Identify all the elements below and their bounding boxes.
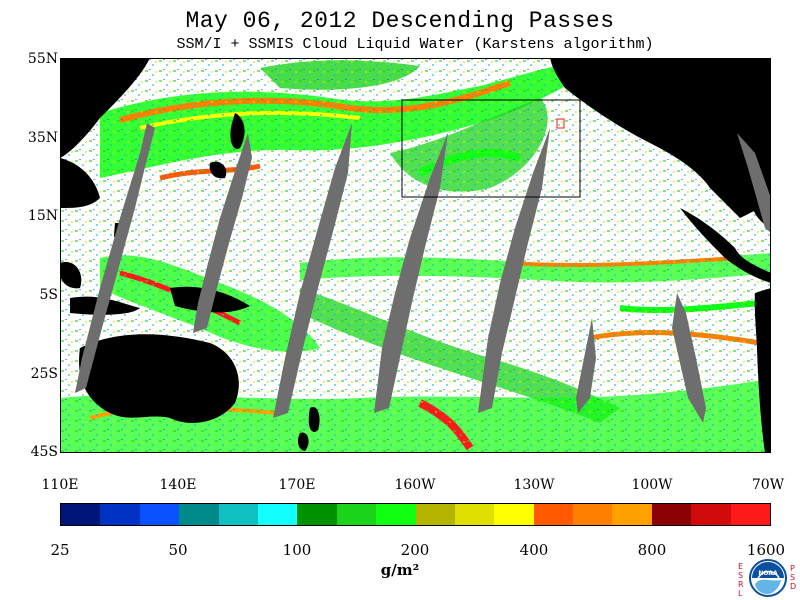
- colorbar-swatch: [651, 504, 692, 525]
- map-title: May 06, 2012 Descending Passes: [185, 8, 615, 34]
- colorbar-swatch: [454, 504, 495, 525]
- lon-label-110e: 110E: [41, 477, 79, 493]
- noaa-emblem-icon: NOAA: [749, 559, 787, 597]
- colorbar-label-100: 100: [282, 541, 312, 559]
- map-subtitle: SSM/I + SSMIS Cloud Liquid Water (Karste…: [176, 36, 654, 53]
- map-frame: [60, 58, 771, 453]
- lon-label-130w: 130W: [513, 477, 555, 493]
- lat-label-35n: 35N: [27, 130, 58, 146]
- colorbar-swatch: [336, 504, 377, 525]
- noaa-esrl-psd-logo: E S R L NOAA P S D: [735, 556, 799, 600]
- color-scale-bar: [60, 503, 771, 526]
- region-box: [401, 99, 581, 198]
- lon-label-100w: 100W: [631, 477, 673, 493]
- colorbar-swatch: [376, 504, 416, 525]
- colorbar-units: g/m²: [380, 561, 420, 579]
- lon-label-160w: 160W: [394, 477, 436, 493]
- lat-label-55n: 55N: [27, 51, 58, 67]
- lat-label-25s: 25S: [30, 366, 58, 382]
- colorbar-swatch: [100, 504, 140, 525]
- colorbar-swatch: [415, 504, 455, 525]
- colorbar-swatch: [297, 504, 337, 525]
- colorbar-swatch: [179, 504, 219, 525]
- colorbar-label-200: 200: [400, 541, 430, 559]
- lat-label-45s: 45S: [30, 444, 58, 460]
- colorbar-swatch: [61, 504, 101, 525]
- colorbar-label-800: 800: [637, 541, 667, 559]
- colorbar-label-1600: 1600: [746, 541, 786, 559]
- colorbar-swatch: [494, 504, 534, 525]
- small-region-box: [556, 118, 565, 129]
- svg-text:NOAA: NOAA: [758, 570, 778, 577]
- data-gaps: [75, 123, 771, 423]
- cloud-water-map: [60, 58, 771, 453]
- colorbar-swatch: [218, 504, 258, 525]
- logo-left-letters: E S R L: [738, 562, 744, 598]
- colorbar-label-400: 400: [519, 541, 549, 559]
- logo-right-letters: P S D: [790, 564, 797, 591]
- colorbar-swatch: [257, 504, 298, 525]
- colorbar-swatch: [139, 504, 180, 525]
- colorbar-swatch: [533, 504, 574, 525]
- colorbar-label-50: 50: [168, 541, 188, 559]
- lon-label-170e: 170E: [278, 477, 316, 493]
- lon-label-140e: 140E: [159, 477, 197, 493]
- colorbar-label-25: 25: [50, 541, 70, 559]
- colorbar-swatch: [573, 504, 613, 525]
- colorbar-swatch: [612, 504, 652, 525]
- lat-label-5s: 5S: [39, 287, 59, 303]
- land-masses: [60, 58, 771, 453]
- lon-label-70w: 70W: [751, 477, 785, 493]
- lat-label-15n: 15N: [27, 208, 58, 224]
- colorbar-swatch: [691, 504, 731, 525]
- map-canvas: [60, 58, 771, 453]
- colorbar-swatch: [730, 504, 771, 525]
